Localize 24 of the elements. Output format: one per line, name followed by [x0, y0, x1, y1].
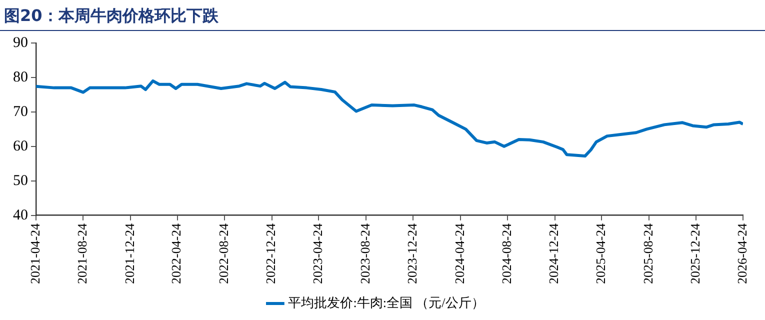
x-tick-label: 2021-12-24 [122, 222, 137, 284]
y-tick-label: 70 [13, 104, 28, 120]
x-tick-label: 2022-04-24 [168, 222, 184, 284]
x-tick-label: 2025-12-24 [688, 222, 703, 284]
x-tick-label: 2024-12-24 [546, 222, 562, 284]
x-tick-label: 2021-08-24 [74, 222, 90, 284]
y-tick-label: 50 [13, 172, 28, 189]
x-tick-label: 2021-04-24 [27, 222, 42, 284]
y-tick-label: 60 [13, 138, 28, 154]
y-tick-label: 40 [13, 207, 28, 224]
x-tick-label: 2023-12-24 [404, 222, 420, 284]
chart-title: 图20：本周牛肉价格环比下跌 [0, 0, 765, 31]
x-tick-label: 2023-04-24 [310, 222, 326, 284]
y-tick-label: 90 [13, 34, 28, 51]
x-tick-label: 2022-12-24 [263, 222, 278, 284]
x-tick-label: 2026-04-24 [734, 222, 750, 284]
x-tick-label: 2023-08-24 [357, 222, 372, 284]
y-tick-label: 80 [13, 69, 28, 86]
legend-label: 平均批发价:牛肉:全国 （元/公斤） [288, 294, 484, 310]
x-tick-label: 2022-08-24 [216, 222, 231, 284]
x-tick-label: 2024-08-24 [499, 222, 514, 284]
x-tick-label: 2024-04-24 [452, 222, 467, 284]
x-tick-label: 2025-04-24 [593, 222, 608, 284]
x-tick-label: 2025-08-24 [640, 222, 656, 284]
